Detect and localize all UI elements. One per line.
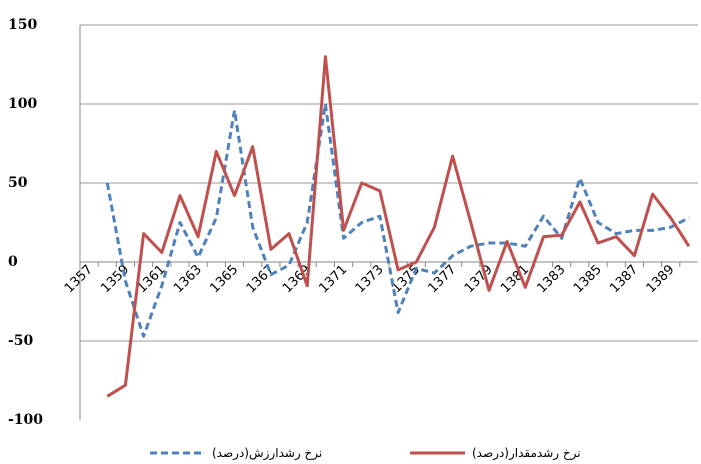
y-tick-label: 150: [8, 17, 37, 33]
x-tick-label: 1367: [244, 262, 278, 296]
y-tick-label: -50: [8, 333, 34, 349]
y-tick-label: 0: [8, 254, 18, 270]
x-tick-label: 1365: [207, 262, 241, 296]
x-tick-label: 1383: [534, 262, 568, 296]
x-tick-label: 1385: [571, 262, 605, 296]
x-tick-label: 1359: [98, 262, 132, 296]
y-tick-label: 100: [8, 96, 37, 112]
x-tick-label: 1371: [316, 262, 350, 296]
data-line: [106, 55, 691, 398]
legend-label: نرخ رشدارزش(درصد): [212, 446, 322, 461]
x-tick-label: 1363: [171, 262, 205, 296]
y-tick-label: 50: [8, 175, 28, 191]
x-tick-label: 1387: [607, 262, 641, 296]
y-tick-label: -100: [8, 412, 43, 428]
x-tick-label: 1379: [462, 262, 496, 296]
x-tick-label: 1357: [62, 262, 96, 296]
data-line: [105, 102, 690, 338]
x-tick-label: 1373: [353, 262, 387, 296]
legend-label: نرخ رشدمقدار(درصد): [472, 446, 581, 461]
x-tick-label: 1389: [644, 262, 678, 296]
